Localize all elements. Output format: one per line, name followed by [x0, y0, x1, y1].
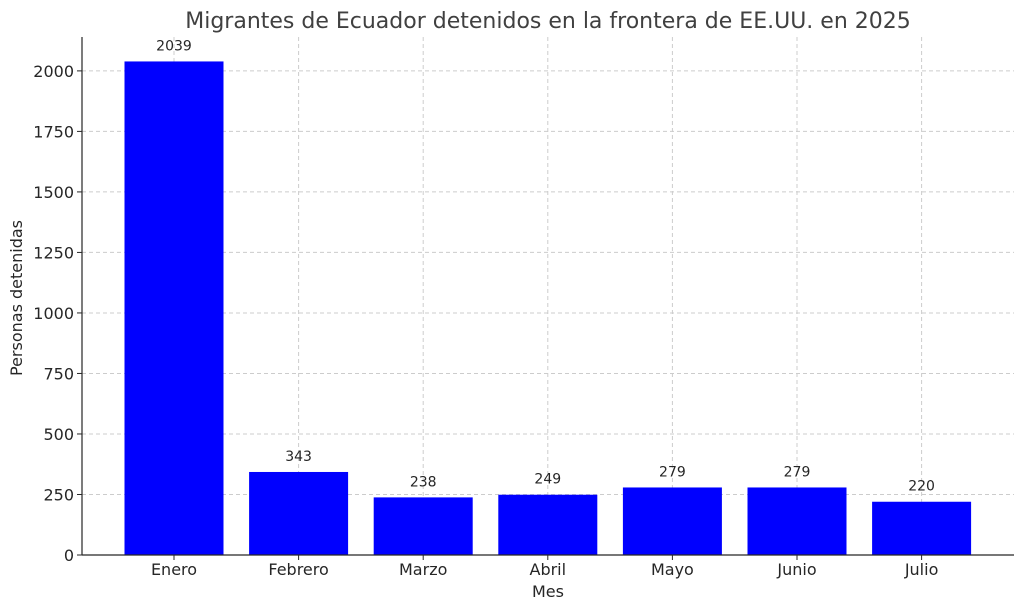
data-label: 2039 [156, 38, 192, 54]
x-tick-label: Junio [776, 560, 816, 579]
data-label: 279 [659, 464, 686, 480]
y-tick-label: 2000 [33, 62, 74, 81]
x-tick-label: Abril [530, 560, 567, 579]
x-tick-label: Marzo [399, 560, 447, 579]
bar [373, 497, 473, 555]
y-tick-label: 1500 [33, 183, 74, 202]
x-tick-label: Enero [151, 560, 197, 579]
data-label: 343 [285, 449, 312, 465]
x-tick-label: Febrero [268, 560, 328, 579]
bar [124, 61, 224, 555]
bar [249, 471, 349, 555]
y-tick-label: 1750 [33, 122, 74, 141]
axes-layer: 0 250 500 750 1000 1250 1500 1750 2000 Enero Febre… [33, 37, 1014, 579]
x-tick-label: Mayo [651, 560, 694, 579]
y-tick-label: 750 [43, 364, 74, 383]
bar [747, 487, 847, 555]
data-label: 279 [784, 464, 811, 480]
data-labels-layer: 2039 343 238 249 279 279 220 [156, 38, 935, 494]
y-tick-label: 500 [43, 425, 74, 444]
y-tick-label: 1000 [33, 304, 74, 323]
x-tick-label: Julio [904, 560, 939, 579]
y-tick-label: 1250 [33, 243, 74, 262]
bars-layer [124, 61, 972, 555]
bar [498, 494, 598, 555]
y-tick-label: 250 [43, 485, 74, 504]
y-axis-label: Personas detenidas [7, 220, 26, 376]
y-tick-label: 0 [64, 546, 74, 565]
data-label: 238 [410, 474, 437, 490]
bar [622, 487, 722, 555]
grid-layer [82, 37, 1014, 556]
data-label: 249 [534, 472, 561, 488]
x-axis-label: Mes [532, 582, 564, 601]
bar [872, 501, 972, 555]
chart-title: Migrantes de Ecuador detenidos en la fro… [185, 9, 911, 34]
data-label: 220 [908, 479, 935, 495]
